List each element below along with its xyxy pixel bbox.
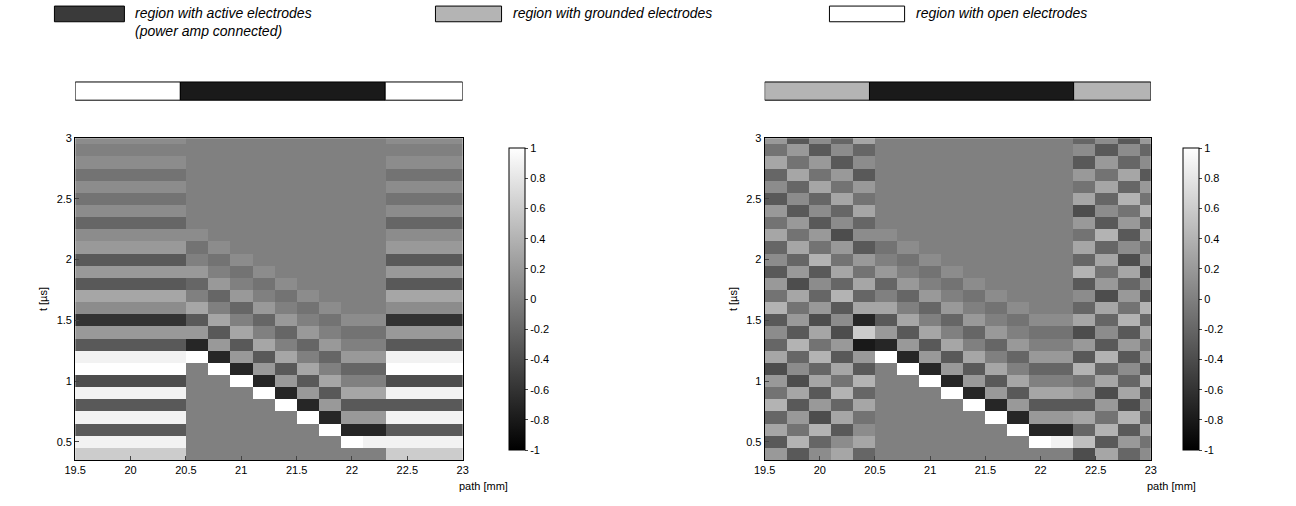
svg-text:22: 22 [346,464,358,476]
svg-text:21.5: 21.5 [286,464,307,476]
svg-text:region with active electrodes(: region with active electrodes(power amp … [135,5,312,39]
svg-text:20.5: 20.5 [864,464,885,476]
svg-text:1: 1 [66,375,72,387]
svg-text:0.2: 0.2 [530,263,545,275]
svg-text:path [mm]: path [mm] [1147,480,1196,492]
svg-text:-1: -1 [530,444,540,456]
svg-text:21: 21 [235,464,247,476]
svg-text:-1: -1 [1204,444,1214,456]
svg-text:21: 21 [924,464,936,476]
svg-text:0.2: 0.2 [1204,263,1219,275]
svg-text:23: 23 [1145,464,1157,476]
svg-text:0: 0 [530,293,536,305]
svg-text:22: 22 [1034,464,1046,476]
svg-text:19.5: 19.5 [754,464,775,476]
svg-text:0.8: 0.8 [1204,172,1219,184]
svg-text:3: 3 [755,132,761,144]
svg-text:23: 23 [457,464,469,476]
svg-text:2.5: 2.5 [746,193,761,205]
svg-text:-0.4: -0.4 [530,353,549,365]
svg-text:0.5: 0.5 [746,436,761,448]
svg-text:20: 20 [124,464,136,476]
svg-text:-0.6: -0.6 [530,384,549,396]
svg-text:1: 1 [530,142,536,154]
svg-text:-0.8: -0.8 [1204,414,1223,426]
svg-text:0.4: 0.4 [1204,233,1219,245]
svg-text:-0.8: -0.8 [530,414,549,426]
svg-text:22.5: 22.5 [397,464,418,476]
svg-text:3: 3 [66,132,72,144]
svg-text:2: 2 [66,253,72,265]
svg-text:region with open electrodes: region with open electrodes [916,5,1087,21]
svg-text:t [µs]: t [µs] [727,287,739,311]
svg-text:-0.2: -0.2 [530,323,549,335]
svg-text:region with grounded electrode: region with grounded electrodes [513,5,712,21]
svg-text:0.8: 0.8 [530,172,545,184]
svg-text:-0.6: -0.6 [1204,384,1223,396]
svg-text:20.5: 20.5 [175,464,196,476]
svg-text:21.5: 21.5 [975,464,996,476]
svg-text:1.5: 1.5 [746,314,761,326]
svg-text:path [mm]: path [mm] [459,480,508,492]
svg-text:20: 20 [814,464,826,476]
svg-text:1.5: 1.5 [57,314,72,326]
svg-text:22.5: 22.5 [1085,464,1106,476]
svg-text:1: 1 [1204,142,1210,154]
svg-text:2.5: 2.5 [57,193,72,205]
svg-text:-0.2: -0.2 [1204,323,1223,335]
svg-text:0.4: 0.4 [530,233,545,245]
svg-text:1: 1 [755,375,761,387]
svg-text:0.5: 0.5 [57,436,72,448]
svg-text:t [µs]: t [µs] [37,287,49,311]
svg-text:0.6: 0.6 [530,202,545,214]
svg-text:2: 2 [755,253,761,265]
svg-text:0: 0 [1204,293,1210,305]
svg-text:19.5: 19.5 [64,464,85,476]
svg-text:0.6: 0.6 [1204,202,1219,214]
svg-text:-0.4: -0.4 [1204,353,1223,365]
